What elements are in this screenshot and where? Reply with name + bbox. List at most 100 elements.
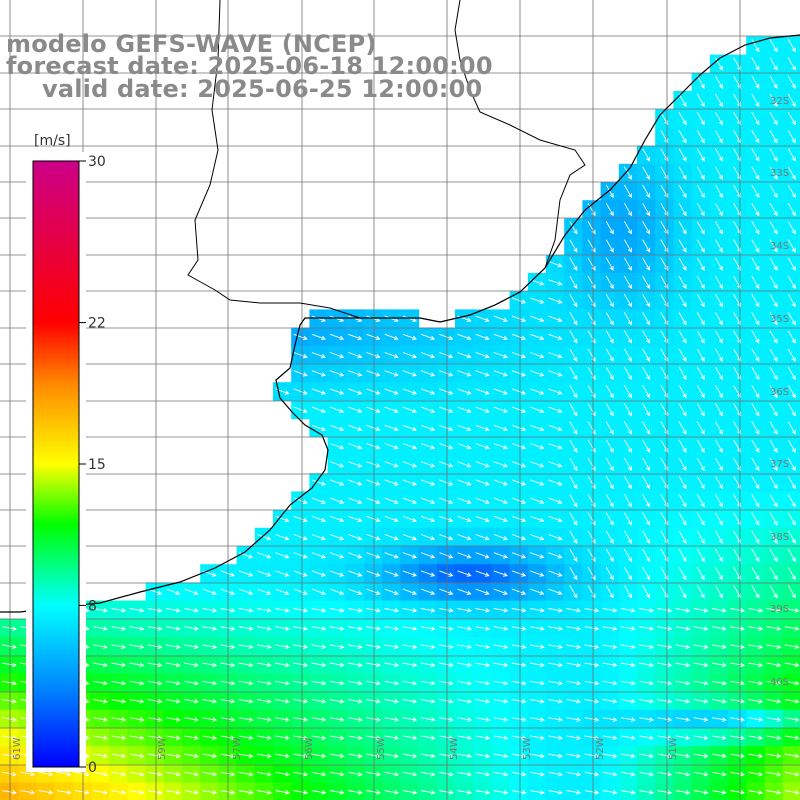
wind-arrow: [129, 753, 145, 759]
wind-arrow: [366, 333, 381, 341]
wind-arrow: [165, 771, 181, 777]
wind-arrow: [184, 680, 199, 686]
wind-arrow: [475, 753, 491, 759]
wind-arrow: [733, 421, 742, 435]
wind-arrow: [584, 626, 600, 631]
wind-arrow: [238, 699, 254, 704]
wind-arrow: [275, 717, 290, 722]
wind-arrow: [475, 497, 490, 504]
wind-arrow: [438, 790, 454, 795]
wind-arrow: [715, 566, 723, 581]
wind-arrow: [384, 424, 399, 432]
wind-arrow: [529, 626, 545, 631]
wind-arrow: [420, 352, 436, 359]
wind-arrow: [384, 588, 399, 595]
wind-arrow: [639, 699, 654, 704]
wind-arrow: [624, 366, 632, 381]
wind-arrow: [624, 421, 632, 435]
wind-arrow: [293, 644, 309, 650]
wind-arrow: [715, 475, 723, 490]
wind-arrow: [439, 333, 454, 341]
wind-arrow: [693, 626, 709, 631]
wind-arrow: [787, 93, 796, 108]
wind-arrow: [730, 626, 745, 631]
wind-arrow: [329, 570, 345, 577]
wind-arrow: [202, 771, 218, 777]
wind-arrow: [548, 790, 563, 795]
wind-arrow: [696, 421, 705, 435]
wind-arrow: [329, 644, 345, 650]
lon-label: 55W: [376, 737, 387, 760]
wind-arrow: [548, 424, 563, 432]
wind-arrow: [693, 644, 709, 650]
wind-arrow: [620, 680, 636, 686]
wind-arrow: [639, 680, 654, 686]
wind-arrow: [420, 771, 436, 777]
wind-arrow: [751, 330, 760, 344]
wind-arrow: [748, 608, 764, 613]
wind-arrow: [769, 312, 778, 326]
wind-arrow: [111, 717, 127, 722]
wind-arrow: [696, 439, 705, 453]
wind-arrow: [751, 93, 760, 108]
wind-arrow: [457, 608, 472, 613]
wind-arrow: [184, 588, 199, 595]
wind-arrow: [529, 771, 545, 777]
wind-arrow: [475, 790, 491, 795]
wind-arrow: [696, 512, 705, 526]
wind-arrow: [184, 771, 199, 777]
wind-arrow: [730, 699, 745, 704]
wind-arrow: [548, 461, 563, 468]
wind-arrow: [329, 461, 345, 468]
wind-arrow: [693, 680, 709, 686]
wind-arrow: [639, 753, 654, 759]
wind-arrow: [530, 297, 545, 304]
lat-label: 40S: [770, 677, 789, 688]
wind-arrow: [475, 717, 491, 722]
wind-arrow: [147, 771, 163, 777]
wind-arrow: [642, 421, 651, 435]
wind-arrow: [93, 717, 108, 722]
wind-arrow: [784, 790, 800, 795]
wind-arrow: [529, 790, 545, 795]
wind-arrow: [384, 333, 399, 341]
wind-arrow: [420, 479, 436, 486]
wind-arrow: [348, 370, 363, 377]
wind-arrow: [715, 75, 723, 89]
wind-arrow: [733, 111, 742, 126]
wind-arrow: [329, 534, 345, 541]
wind-arrow: [366, 406, 381, 413]
wind-arrow: [402, 443, 417, 450]
wind-arrow: [439, 515, 454, 523]
wind-arrow: [147, 735, 163, 741]
wind-arrow: [366, 424, 381, 432]
wind-arrow: [384, 699, 400, 704]
wind-arrow: [657, 753, 673, 759]
wind-arrow: [569, 494, 578, 508]
wind-arrow: [769, 366, 778, 381]
wind-arrow: [111, 735, 127, 741]
wind-arrow: [220, 662, 236, 668]
wind-arrow: [293, 388, 308, 395]
wind-arrow: [569, 566, 578, 581]
wind-arrow: [642, 475, 651, 490]
wind-arrow: [530, 443, 545, 450]
colorbar-unit: [m/s]: [34, 133, 71, 149]
wind-arrow: [766, 790, 782, 795]
wind-arrow: [733, 221, 742, 235]
wind-arrow: [715, 494, 723, 508]
wind-arrow: [715, 348, 723, 362]
wind-arrow: [529, 644, 545, 650]
wind-arrow: [439, 424, 454, 432]
wind-arrow: [769, 111, 778, 126]
wind-arrow: [329, 753, 345, 759]
wind-arrow: [711, 662, 727, 668]
wind-arrow: [238, 626, 254, 631]
wind-arrow: [256, 626, 272, 631]
lon-label: 52W: [595, 737, 606, 760]
wind-arrow: [293, 333, 308, 341]
wind-arrow: [787, 566, 796, 581]
wind-arrow: [530, 534, 545, 541]
wind-arrow: [715, 202, 723, 217]
wind-arrow: [366, 570, 381, 577]
